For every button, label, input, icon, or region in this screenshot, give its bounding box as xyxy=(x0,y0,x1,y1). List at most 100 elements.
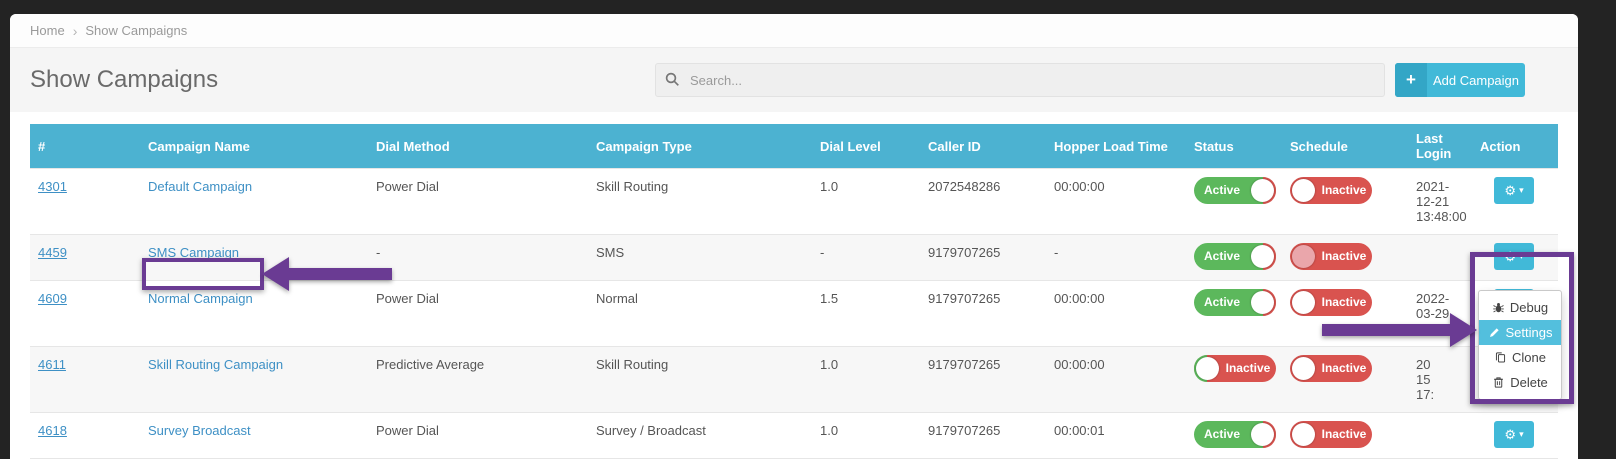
toggle-knob xyxy=(1292,357,1315,380)
last-login-cell: 2021-12-21 13:48:00 xyxy=(1408,169,1472,235)
campaign-actions-button[interactable]: ⚙▾ xyxy=(1494,177,1534,204)
caret-down-icon: ▾ xyxy=(1519,252,1524,261)
column-header-id: # xyxy=(30,124,140,169)
menu-item-debug[interactable]: Debug xyxy=(1479,295,1561,320)
breadcrumb-home[interactable]: Home xyxy=(30,23,65,38)
column-header-campaign-name: Campaign Name xyxy=(140,124,368,169)
app-window: Home › Show Campaigns Show Campaigns + A… xyxy=(10,14,1578,444)
trash-icon xyxy=(1492,376,1505,389)
toggle-knob xyxy=(1292,179,1315,202)
column-header-hopper-load-time: Hopper Load Time xyxy=(1046,124,1186,169)
column-header-campaign-type: Campaign Type xyxy=(588,124,812,169)
campaign-id-link[interactable]: 4618 xyxy=(38,423,67,438)
status-toggle[interactable]: Active xyxy=(1194,421,1276,448)
toggle-label: Inactive xyxy=(1220,355,1276,382)
campaigns-table-wrap: # Campaign Name Dial Method Campaign Typ… xyxy=(10,112,1578,459)
campaign-name-link[interactable]: SMS Campaign xyxy=(148,245,239,260)
hopper-load-time-cell: 00:00:00 xyxy=(1046,347,1186,413)
dial-level-cell: 1.5 xyxy=(812,281,920,347)
campaign-name-link[interactable]: Normal Campaign xyxy=(148,291,253,306)
caller-id-cell: 9179707265 xyxy=(920,281,1046,347)
caret-down-icon: ▾ xyxy=(1519,186,1524,195)
schedule-toggle[interactable]: Inactive xyxy=(1290,421,1372,448)
breadcrumb-separator-icon: › xyxy=(73,23,78,39)
campaigns-table: # Campaign Name Dial Method Campaign Typ… xyxy=(30,124,1558,459)
toggle-label: Active xyxy=(1194,289,1250,316)
campaign-actions-button[interactable]: ⚙▾ xyxy=(1494,421,1534,448)
campaign-id-link[interactable]: 4459 xyxy=(38,245,67,260)
campaign-id-link[interactable]: 4301 xyxy=(38,179,67,194)
last-login-cell xyxy=(1408,413,1472,459)
menu-item-label: Clone xyxy=(1512,350,1546,365)
column-header-last-login: Last Login xyxy=(1408,124,1472,169)
last-login-cell: 2022-03-29 17:0 xyxy=(1408,281,1472,347)
toggle-knob xyxy=(1251,179,1274,202)
campaign-type-cell: Normal xyxy=(588,281,812,347)
toggle-knob xyxy=(1251,423,1274,446)
hopper-load-time-cell: 00:00:01 xyxy=(1046,413,1186,459)
toggle-label: Inactive xyxy=(1316,421,1372,448)
campaign-type-cell: Skill Routing xyxy=(588,169,812,235)
action-dropdown-menu: Debug Settings Clone Delete xyxy=(1478,290,1562,400)
clone-icon xyxy=(1494,351,1507,364)
dial-level-cell: - xyxy=(812,235,920,281)
last-login-cell xyxy=(1408,235,1472,281)
campaign-row: 4459 SMS Campaign - SMS - 9179707265 - A… xyxy=(30,235,1558,281)
schedule-toggle[interactable]: Inactive xyxy=(1290,177,1372,204)
campaign-name-link[interactable]: Default Campaign xyxy=(148,179,252,194)
toolbar: Show Campaigns + Add Campaign xyxy=(10,48,1578,112)
toggle-knob xyxy=(1251,291,1274,314)
column-header-caller-id: Caller ID xyxy=(920,124,1046,169)
status-toggle[interactable]: Active xyxy=(1194,289,1276,316)
page-title: Show Campaigns xyxy=(30,66,218,94)
campaign-id-link[interactable]: 4609 xyxy=(38,291,67,306)
dial-level-cell: 1.0 xyxy=(812,169,920,235)
status-toggle[interactable]: Active xyxy=(1194,177,1276,204)
menu-item-label: Debug xyxy=(1510,300,1548,315)
menu-item-clone[interactable]: Clone xyxy=(1479,345,1561,370)
pencil-icon xyxy=(1488,326,1501,339)
column-header-dial-method: Dial Method xyxy=(368,124,588,169)
schedule-toggle[interactable]: Inactive xyxy=(1290,355,1372,382)
dial-level-cell: 1.0 xyxy=(812,347,920,413)
search-icon xyxy=(665,72,680,87)
add-campaign-label: Add Campaign xyxy=(1427,63,1525,97)
gear-icon: ⚙ xyxy=(1504,250,1516,263)
caller-id-cell: 9179707265 xyxy=(920,347,1046,413)
toggle-label: Inactive xyxy=(1316,243,1372,270)
toggle-label: Inactive xyxy=(1316,355,1372,382)
toggle-knob xyxy=(1292,423,1315,446)
breadcrumb-current: Show Campaigns xyxy=(85,23,187,38)
campaign-id-link[interactable]: 4611 xyxy=(38,357,66,372)
campaign-actions-button[interactable]: ⚙▾ xyxy=(1494,243,1534,270)
toggle-knob xyxy=(1251,245,1274,268)
menu-item-label: Settings xyxy=(1506,325,1553,340)
toggle-label: Inactive xyxy=(1316,289,1372,316)
hopper-load-time-cell: 00:00:00 xyxy=(1046,169,1186,235)
bug-icon xyxy=(1492,301,1505,314)
search-input[interactable] xyxy=(655,63,1385,97)
toggle-knob xyxy=(1196,357,1219,380)
campaign-name-link[interactable]: Skill Routing Campaign xyxy=(148,357,283,372)
caller-id-cell: 2072548286 xyxy=(920,169,1046,235)
campaign-row: 4301 Default Campaign Power Dial Skill R… xyxy=(30,169,1558,235)
dial-method-cell: Predictive Average xyxy=(368,347,588,413)
toggle-label: Active xyxy=(1194,243,1250,270)
search-box xyxy=(655,63,1385,97)
column-header-dial-level: Dial Level xyxy=(812,124,920,169)
dial-method-cell: Power Dial xyxy=(368,169,588,235)
menu-item-delete[interactable]: Delete xyxy=(1479,370,1561,395)
gear-icon: ⚙ xyxy=(1504,428,1516,441)
hopper-load-time-cell: 00:00:00 xyxy=(1046,281,1186,347)
status-toggle[interactable]: Inactive xyxy=(1194,355,1276,382)
add-campaign-button[interactable]: + Add Campaign xyxy=(1395,63,1525,97)
table-header-row: # Campaign Name Dial Method Campaign Typ… xyxy=(30,124,1558,169)
toggle-knob xyxy=(1292,291,1315,314)
schedule-toggle[interactable]: Inactive xyxy=(1290,243,1372,270)
campaign-name-link[interactable]: Survey Broadcast xyxy=(148,423,251,438)
breadcrumb: Home › Show Campaigns xyxy=(10,14,1578,48)
campaign-row: 4611 Skill Routing Campaign Predictive A… xyxy=(30,347,1558,413)
status-toggle[interactable]: Active xyxy=(1194,243,1276,270)
menu-item-settings[interactable]: Settings xyxy=(1479,320,1561,345)
schedule-toggle[interactable]: Inactive xyxy=(1290,289,1372,316)
